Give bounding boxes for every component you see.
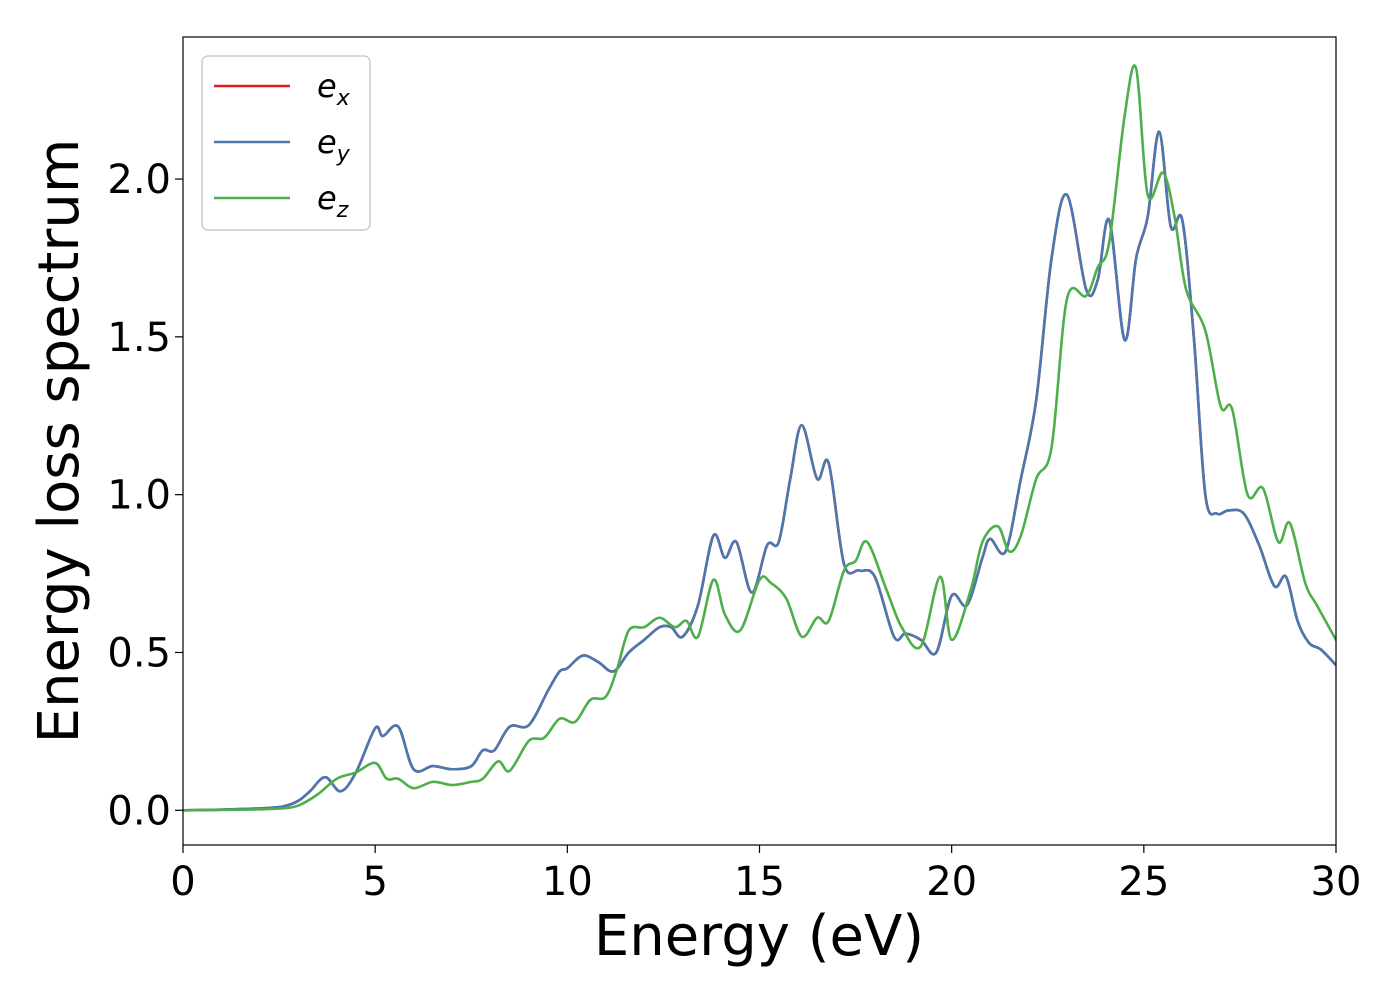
legend-label-ez: ez <box>317 179 349 223</box>
x-tick-label: 15 <box>734 859 785 905</box>
series-layer <box>183 64 1336 812</box>
y-tick-label: 0.5 <box>107 630 171 676</box>
y-tick-label: 0.0 <box>107 788 171 834</box>
legend-entries: ex ey ez <box>214 67 351 223</box>
x-tick-label: 5 <box>362 859 387 905</box>
y-axis-title: Energy loss spectrum <box>27 139 92 744</box>
legend: ex ey ez <box>201 55 371 231</box>
x-tick-label: 25 <box>1118 859 1169 905</box>
legend-label-ey: ey <box>317 123 351 167</box>
y-axis: 0.0 0.5 1.0 1.5 2.0 <box>107 157 183 834</box>
x-tick-label: 20 <box>926 859 977 905</box>
y-tick-label: 1.5 <box>107 315 171 361</box>
x-axis: 0 5 10 15 20 25 30 <box>170 845 1361 905</box>
x-tick-label: 0 <box>170 859 195 905</box>
series-line-ey <box>183 130 1336 812</box>
y-tick-label: 2.0 <box>107 157 171 203</box>
y-tick-label: 1.0 <box>107 473 171 519</box>
x-tick-label: 10 <box>542 859 593 905</box>
legend-label-ex: ex <box>317 67 351 111</box>
x-tick-label: 30 <box>1311 859 1362 905</box>
series-line-ez <box>183 64 1336 812</box>
x-axis-title: Energy (eV) <box>594 904 924 969</box>
